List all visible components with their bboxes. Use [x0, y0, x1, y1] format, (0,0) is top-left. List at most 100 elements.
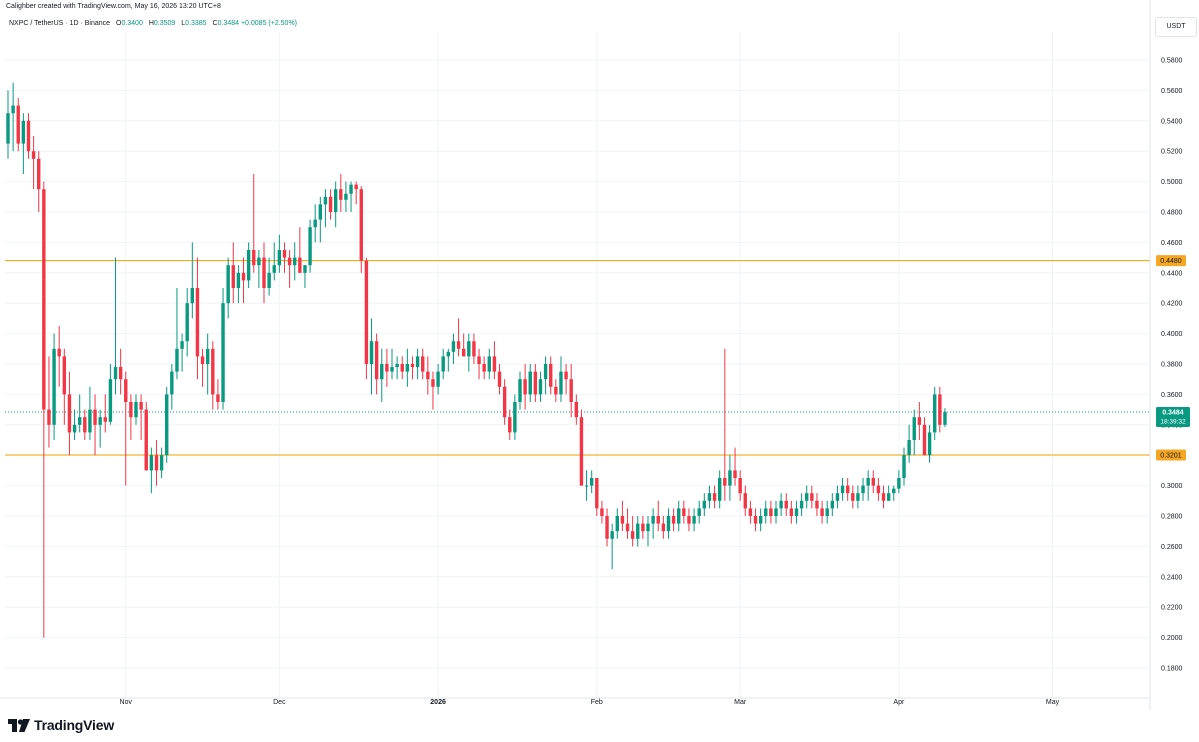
tradingview-logo-icon: [8, 718, 30, 732]
candle-body: [559, 371, 563, 395]
candle-body: [42, 189, 46, 410]
currency-button[interactable]: USDT: [1155, 17, 1197, 37]
candle-body: [938, 394, 942, 425]
candle-body: [246, 250, 251, 281]
candle-body: [421, 356, 425, 372]
candle-body: [794, 508, 799, 516]
candle-body: [840, 485, 845, 494]
created-by-text: Calighber created with TradingView.com, …: [6, 3, 221, 10]
candle-body: [175, 348, 179, 372]
candle-body: [538, 379, 543, 395]
candle-body: [671, 516, 676, 524]
candle-body: [897, 478, 901, 489]
price-tick-label: 0.3600: [1161, 392, 1183, 399]
candle-body: [943, 412, 947, 425]
current-price-tag-text: 0.3484: [1162, 410, 1184, 417]
candle-body: [252, 250, 256, 266]
candle-body: [277, 250, 282, 266]
open-label: O: [115, 20, 122, 27]
high-label: H: [148, 20, 154, 27]
level-price-tag: [1156, 449, 1186, 461]
time-tick-label: Nov: [120, 699, 133, 706]
candle-body: [339, 189, 343, 200]
candle-body: [743, 493, 747, 509]
candle-body: [144, 409, 148, 471]
tradingview-logo-text: TradingView: [34, 717, 115, 733]
candle-body: [431, 379, 435, 387]
candle-body: [508, 417, 512, 433]
candle-body: [502, 386, 507, 418]
candle-body: [477, 356, 481, 364]
candle-body: [810, 493, 814, 501]
candle-body: [497, 371, 502, 387]
price-axis[interactable]: 0.5800 0.5600 0.5400 0.5200 0.5000 0.4800 0.46…: [1149, 0, 1183, 710]
candle-body: [917, 417, 922, 425]
candle-body: [861, 485, 865, 494]
candle-body: [717, 478, 722, 501]
candle-body: [257, 257, 261, 266]
price-tick-label: 0.3000: [1161, 483, 1183, 490]
candle-body: [129, 402, 133, 418]
candle-body: [308, 227, 312, 266]
candle-body: [98, 417, 102, 425]
symbol-legend: NXPC / TetherUS · 1D · Binance O0.3400 H…: [9, 20, 297, 27]
symbol-name: NXPC / TetherUS · 1D · Binance: [9, 20, 111, 27]
horizontal-levels: [5, 260, 1150, 456]
candle-body: [333, 189, 338, 212]
candle-body: [779, 500, 783, 509]
candle-body: [369, 341, 374, 364]
candle-body: [400, 364, 404, 372]
candle-body: [784, 500, 788, 509]
candle-body: [927, 432, 932, 456]
candle-body: [410, 364, 415, 368]
candle-body: [907, 440, 911, 456]
candle-body: [57, 348, 61, 357]
candle-body: [845, 485, 850, 494]
candle-body: [707, 493, 712, 501]
candle-body: [124, 379, 128, 402]
candle-body: [88, 409, 92, 433]
candle-body: [866, 478, 870, 486]
candle-body: [600, 508, 604, 516]
candle-body: [605, 516, 609, 539]
candle-body: [712, 493, 717, 501]
price-tick-label: 0.4400: [1161, 270, 1183, 277]
candle-body: [451, 341, 456, 352]
candle-body: [390, 367, 394, 372]
candle-body: [549, 364, 553, 387]
time-tick-label: Dec: [273, 699, 286, 706]
candle-body: [472, 341, 476, 357]
candle-body: [349, 184, 353, 194]
candle-body: [6, 113, 10, 144]
candle-body: [374, 341, 379, 380]
high-value: 0.3509: [153, 20, 176, 27]
candle-body: [62, 356, 67, 395]
candle-body: [139, 402, 143, 410]
candle-body: [830, 500, 835, 509]
candle-body: [687, 516, 691, 524]
candle-body: [815, 500, 819, 509]
candle-body: [293, 257, 297, 266]
candle-body: [113, 367, 118, 380]
price-tick-label: 0.2800: [1161, 514, 1183, 521]
candle-body: [395, 364, 399, 368]
candle-body: [646, 523, 650, 532]
time-axis[interactable]: Nov Dec 2026 Feb Mar Apr May: [0, 697, 1150, 706]
level-price-tag-text: 0.4480: [1160, 258, 1182, 265]
candle-body: [625, 523, 630, 532]
price-tick-label: 0.5200: [1161, 149, 1183, 156]
candle-body: [636, 523, 640, 539]
change-value: +0.0085 (+2.50%): [240, 20, 298, 27]
grid-lines: [5, 32, 1150, 698]
candle-body: [912, 417, 916, 440]
tradingview-logo[interactable]: TradingView: [8, 716, 114, 734]
candle-body: [933, 394, 937, 433]
candle-body: [170, 371, 174, 395]
candle-body: [26, 120, 31, 152]
candle-body: [103, 417, 107, 422]
candle-body: [154, 455, 159, 471]
level-price-tag: [1156, 255, 1186, 267]
price-tick-label: 0.3800: [1161, 362, 1183, 369]
candle-body: [344, 193, 348, 200]
